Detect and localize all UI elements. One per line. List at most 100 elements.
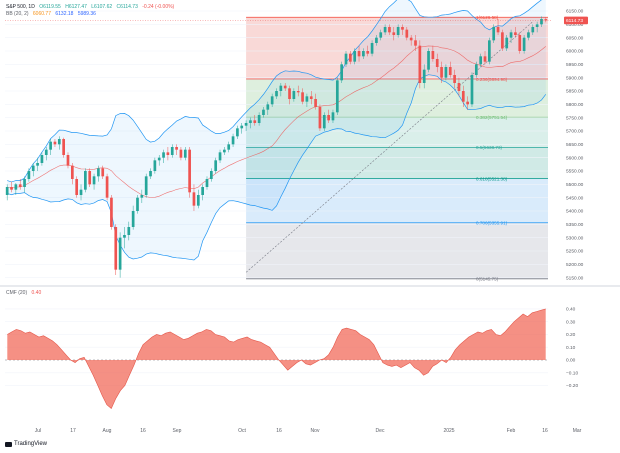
candle[interactable] xyxy=(188,147,191,198)
candle[interactable] xyxy=(249,117,252,129)
candle[interactable] xyxy=(149,168,152,179)
candle[interactable] xyxy=(457,77,461,97)
candle[interactable] xyxy=(314,93,317,110)
bb-upper-line[interactable] xyxy=(7,0,546,183)
candle[interactable] xyxy=(353,48,357,65)
candle[interactable] xyxy=(435,53,439,73)
candle[interactable] xyxy=(18,179,22,190)
candle[interactable] xyxy=(170,144,174,158)
candle[interactable] xyxy=(501,29,504,51)
candle[interactable] xyxy=(75,176,79,198)
cmf-line[interactable] xyxy=(7,308,546,409)
time-axis[interactable]: Jul 17 Aug 16 Sep Oct 16 Nov Dec 2025 Feb 16 Mar xyxy=(35,428,582,434)
candle[interactable] xyxy=(270,93,274,107)
candle[interactable] xyxy=(444,64,448,81)
candle[interactable] xyxy=(114,224,118,275)
candle[interactable] xyxy=(461,85,465,107)
candle[interactable] xyxy=(49,139,52,155)
candle[interactable] xyxy=(288,85,291,105)
candle[interactable] xyxy=(5,184,9,201)
candle[interactable] xyxy=(275,88,278,99)
candle[interactable] xyxy=(92,173,96,190)
candle[interactable] xyxy=(488,37,491,65)
candle[interactable] xyxy=(522,35,526,54)
candle[interactable] xyxy=(231,133,235,147)
candle[interactable] xyxy=(388,24,391,35)
price-axis[interactable]: 5150.00 5200.00 5250.00 5300.00 5350.00 5400.… xyxy=(5,9,588,282)
candle[interactable] xyxy=(97,165,100,182)
candle[interactable] xyxy=(409,35,413,46)
candle[interactable] xyxy=(53,139,57,147)
candle[interactable] xyxy=(62,137,65,158)
candle[interactable] xyxy=(379,29,383,41)
candle[interactable] xyxy=(27,168,31,182)
candle[interactable] xyxy=(383,24,387,35)
candle[interactable] xyxy=(183,147,187,161)
candle[interactable] xyxy=(214,157,218,174)
candle[interactable] xyxy=(162,149,165,163)
candle[interactable] xyxy=(257,112,261,126)
candle[interactable] xyxy=(66,152,70,169)
candle[interactable] xyxy=(401,24,404,35)
candle[interactable] xyxy=(296,85,300,97)
candle[interactable] xyxy=(236,125,239,139)
tradingview-logo[interactable]: TradingView xyxy=(5,441,47,447)
candle[interactable] xyxy=(431,45,435,62)
candle[interactable] xyxy=(479,53,483,67)
candle[interactable] xyxy=(292,88,296,102)
candle[interactable] xyxy=(253,115,257,126)
candle[interactable] xyxy=(279,83,283,97)
candle[interactable] xyxy=(448,61,452,78)
candle[interactable] xyxy=(84,168,87,193)
candle[interactable] xyxy=(101,165,105,179)
candle[interactable] xyxy=(392,27,396,41)
candle[interactable] xyxy=(357,45,361,62)
candle[interactable] xyxy=(244,120,248,131)
candle[interactable] xyxy=(70,163,74,185)
candle[interactable] xyxy=(105,173,109,201)
candle[interactable] xyxy=(540,16,543,27)
candle[interactable] xyxy=(10,181,13,193)
candle[interactable] xyxy=(505,35,509,51)
candle[interactable] xyxy=(23,176,26,193)
candle[interactable] xyxy=(127,221,131,241)
candle[interactable] xyxy=(283,83,287,91)
candle[interactable] xyxy=(535,21,539,33)
legend-cmf-label[interactable]: CMF (20) xyxy=(6,290,28,296)
candle[interactable] xyxy=(118,232,122,278)
candle[interactable] xyxy=(136,195,139,214)
candle[interactable] xyxy=(175,144,178,155)
trendline-line[interactable] xyxy=(245,21,533,273)
legend-bb-label[interactable]: BB (20, 2) xyxy=(6,11,29,17)
candle[interactable] xyxy=(483,51,487,65)
candle[interactable] xyxy=(496,19,500,35)
candle[interactable] xyxy=(36,157,39,171)
candle[interactable] xyxy=(192,184,196,211)
candle[interactable] xyxy=(262,107,265,118)
candle[interactable] xyxy=(144,173,148,198)
candle[interactable] xyxy=(305,93,309,107)
candle[interactable] xyxy=(240,123,244,134)
candle[interactable] xyxy=(418,40,422,89)
candle[interactable] xyxy=(322,112,326,131)
candle[interactable] xyxy=(318,104,322,131)
candle[interactable] xyxy=(209,168,213,182)
candle[interactable] xyxy=(131,205,135,230)
candle[interactable] xyxy=(466,96,469,110)
candle[interactable] xyxy=(335,77,339,115)
candle[interactable] xyxy=(40,152,44,166)
candle[interactable] xyxy=(396,24,400,38)
candle[interactable] xyxy=(527,29,530,41)
candle[interactable] xyxy=(201,184,204,201)
candle[interactable] xyxy=(196,189,200,209)
candle[interactable] xyxy=(440,61,443,83)
candle[interactable] xyxy=(331,109,335,123)
candle[interactable] xyxy=(88,168,92,187)
candle[interactable] xyxy=(157,155,161,166)
candle[interactable] xyxy=(166,147,170,161)
candle[interactable] xyxy=(44,147,48,161)
candle[interactable] xyxy=(366,45,370,57)
candle[interactable] xyxy=(544,17,548,23)
candle[interactable] xyxy=(414,35,417,51)
candle[interactable] xyxy=(470,72,474,107)
